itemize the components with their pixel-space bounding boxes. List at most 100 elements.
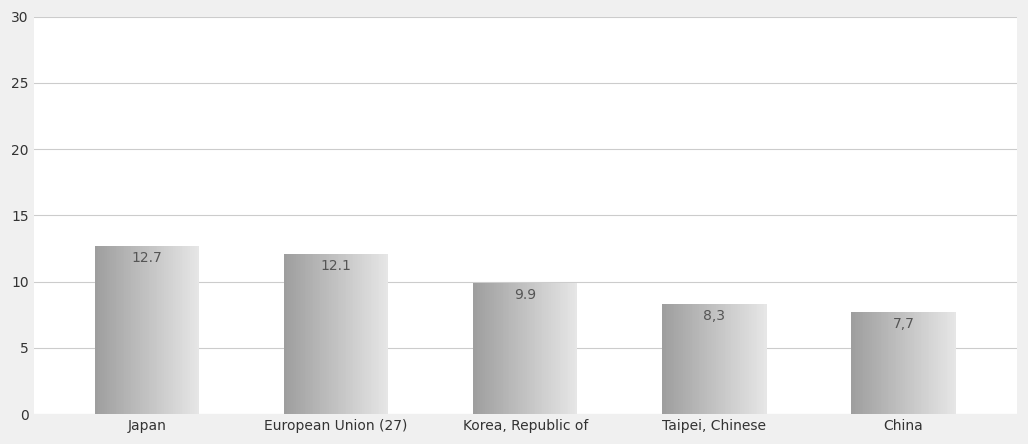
Bar (157, 246, 159, 414)
Bar (750, 304, 752, 414)
Bar (900, 312, 902, 414)
Bar (149, 246, 151, 414)
Bar (293, 254, 295, 414)
Bar (482, 283, 484, 414)
Bar (510, 283, 512, 414)
Bar (175, 246, 177, 414)
Bar (934, 312, 937, 414)
Bar (931, 312, 933, 414)
Bar (311, 254, 314, 414)
Bar (572, 283, 574, 414)
Text: 12.1: 12.1 (321, 259, 352, 273)
Bar (699, 304, 701, 414)
Bar (730, 304, 732, 414)
Bar (374, 254, 376, 414)
Bar (308, 254, 310, 414)
Bar (544, 283, 546, 414)
Bar (705, 304, 707, 414)
Bar (861, 312, 864, 414)
Bar (303, 254, 305, 414)
Bar (553, 283, 555, 414)
Bar (337, 254, 340, 414)
Bar (289, 254, 291, 414)
Bar (671, 304, 673, 414)
Bar (473, 283, 475, 414)
Bar (362, 254, 364, 414)
Bar (871, 312, 873, 414)
Bar (513, 283, 515, 414)
Bar (183, 246, 185, 414)
Bar (301, 254, 303, 414)
Bar (178, 246, 180, 414)
Bar (856, 312, 858, 414)
Bar (112, 246, 114, 414)
Bar (100, 246, 102, 414)
Bar (662, 304, 664, 414)
Bar (336, 254, 338, 414)
Bar (505, 283, 507, 414)
Bar (97, 246, 99, 414)
Bar (889, 312, 891, 414)
Bar (743, 304, 745, 414)
Bar (858, 312, 860, 414)
Bar (171, 246, 174, 414)
Bar (687, 304, 689, 414)
Bar (909, 312, 911, 414)
Bar (754, 304, 757, 414)
Bar (574, 283, 576, 414)
Bar (357, 254, 359, 414)
Bar (568, 283, 571, 414)
Bar (541, 283, 543, 414)
Bar (907, 312, 909, 414)
Bar (561, 283, 563, 414)
Bar (488, 283, 490, 414)
Bar (727, 304, 729, 414)
Bar (185, 246, 187, 414)
Text: 8,3: 8,3 (703, 309, 726, 323)
Bar (664, 304, 666, 414)
Bar (140, 246, 142, 414)
Bar (160, 246, 162, 414)
Bar (576, 283, 578, 414)
Bar (554, 283, 556, 414)
Bar (127, 246, 130, 414)
Bar (501, 283, 503, 414)
Bar (286, 254, 288, 414)
Bar (938, 312, 940, 414)
Bar (528, 283, 530, 414)
Bar (669, 304, 671, 414)
Bar (538, 283, 540, 414)
Bar (915, 312, 917, 414)
Bar (745, 304, 747, 414)
Bar (341, 254, 343, 414)
Bar (324, 254, 326, 414)
Bar (926, 312, 928, 414)
Bar (732, 304, 734, 414)
Bar (904, 312, 906, 414)
Bar (306, 254, 308, 414)
Bar (851, 312, 853, 414)
Bar (940, 312, 942, 414)
Bar (854, 312, 856, 414)
Bar (536, 283, 538, 414)
Bar (314, 254, 316, 414)
Bar (710, 304, 712, 414)
Bar (487, 283, 489, 414)
Bar (350, 254, 352, 414)
Bar (714, 304, 717, 414)
Bar (116, 246, 118, 414)
Bar (523, 283, 525, 414)
Bar (355, 254, 357, 414)
Bar (518, 283, 520, 414)
Bar (162, 246, 164, 414)
Bar (142, 246, 144, 414)
Bar (758, 304, 760, 414)
Bar (676, 304, 678, 414)
Bar (310, 254, 313, 414)
Bar (866, 312, 868, 414)
Bar (159, 246, 161, 414)
Bar (478, 283, 480, 414)
Bar (364, 254, 366, 414)
Bar (853, 312, 855, 414)
Bar (152, 246, 154, 414)
